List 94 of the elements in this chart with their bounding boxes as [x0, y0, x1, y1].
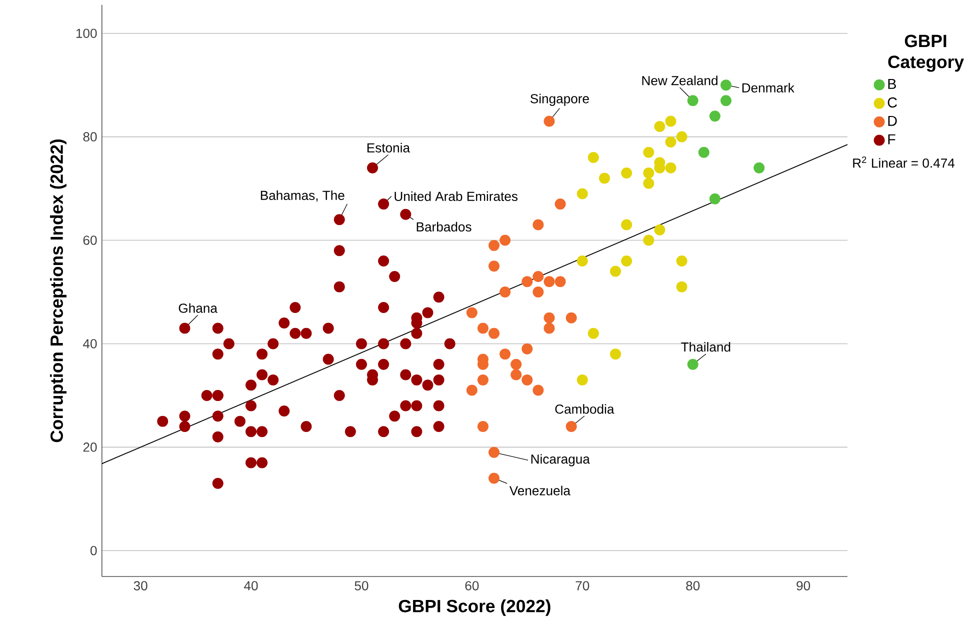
- point: [532, 286, 544, 298]
- point: [588, 152, 599, 164]
- point: [500, 234, 511, 246]
- annotation: Venezuela: [509, 486, 570, 496]
- point: [544, 276, 555, 288]
- point: [687, 359, 698, 370]
- point: [676, 132, 688, 143]
- point: [665, 136, 676, 148]
- point: [676, 282, 688, 293]
- point: [554, 198, 566, 210]
- annotation: Singapore: [530, 94, 589, 106]
- annotation: Ghana: [178, 303, 218, 314]
- annotation: Barbados: [416, 222, 472, 232]
- point: [566, 312, 577, 324]
- x-axis-title: GBPI Score (2022): [398, 600, 550, 616]
- point: [621, 256, 632, 267]
- point: [720, 80, 732, 91]
- y-tick-label: 0: [90, 546, 97, 556]
- point: [544, 116, 555, 127]
- point: [466, 384, 478, 396]
- point: [532, 384, 544, 396]
- y-tick-label: 40: [83, 339, 97, 349]
- point: [643, 168, 654, 179]
- legend-label: B: [888, 79, 896, 90]
- point: [522, 344, 533, 355]
- x-tick-label: 80: [686, 581, 700, 591]
- point: [477, 374, 488, 386]
- x-tick-label: 50: [354, 581, 368, 591]
- y-tick-label: 100: [76, 28, 97, 38]
- x-tick-label: 70: [576, 581, 590, 591]
- point: [544, 322, 555, 334]
- point: [588, 328, 599, 340]
- point: [576, 188, 588, 200]
- annotation: Nicaragua: [531, 454, 590, 466]
- point: [522, 276, 533, 288]
- point: [466, 307, 478, 318]
- legend-label: D: [888, 116, 897, 126]
- legend-label: F: [888, 134, 896, 144]
- annotation: United Arab Emirates: [394, 192, 518, 202]
- annotation: Cambodia: [555, 404, 614, 414]
- y-tick-label: 80: [83, 132, 97, 142]
- point: [488, 472, 500, 484]
- point: [488, 328, 500, 340]
- point: [676, 256, 688, 267]
- point: [477, 322, 488, 334]
- point: [522, 374, 533, 386]
- point: [544, 312, 555, 324]
- annotation: New Zealand: [642, 76, 718, 86]
- point: [598, 172, 610, 184]
- point: [720, 95, 732, 106]
- legend-label: C: [888, 98, 897, 108]
- y-axis-title: Corruption Perceptions Index (2022): [50, 140, 66, 442]
- point: [576, 256, 588, 267]
- x-tick-label: 40: [244, 581, 258, 591]
- legend-title: GBPI Category: [888, 34, 964, 72]
- point: [621, 219, 632, 230]
- point: [610, 266, 622, 278]
- x-tick-label: 90: [796, 581, 810, 591]
- point: [665, 116, 676, 127]
- point: [576, 374, 588, 386]
- point: [554, 276, 566, 288]
- point: [488, 260, 500, 272]
- point: [532, 271, 544, 282]
- point: [566, 421, 577, 432]
- point: [488, 240, 500, 252]
- point: [698, 147, 710, 158]
- annotation: Bahamas, The: [260, 190, 344, 202]
- point: [709, 194, 720, 205]
- annotation: Thailand: [681, 342, 730, 352]
- point: [610, 348, 622, 360]
- point: [532, 219, 544, 230]
- point: [510, 369, 522, 380]
- x-tick-label: 30: [134, 581, 148, 591]
- point: [665, 162, 676, 174]
- y-tick-label: 20: [83, 442, 97, 452]
- point: [709, 110, 720, 122]
- point: [500, 348, 511, 360]
- point: [488, 447, 500, 458]
- point: [643, 234, 654, 246]
- x-tick-label: 60: [465, 581, 479, 591]
- point: [654, 121, 666, 132]
- point: [510, 359, 522, 370]
- text: R$^{2}$ Linear = 0.474: [853, 156, 955, 168]
- point: [500, 286, 511, 298]
- y-tick-label: 60: [83, 236, 97, 246]
- point: [643, 178, 654, 190]
- point: [477, 421, 488, 432]
- point: [754, 162, 765, 174]
- point: [643, 147, 654, 158]
- annotation: Estonia: [367, 143, 410, 153]
- point: [687, 95, 698, 106]
- point: [654, 224, 666, 236]
- point: [621, 168, 632, 179]
- annotation: Denmark: [742, 83, 794, 93]
